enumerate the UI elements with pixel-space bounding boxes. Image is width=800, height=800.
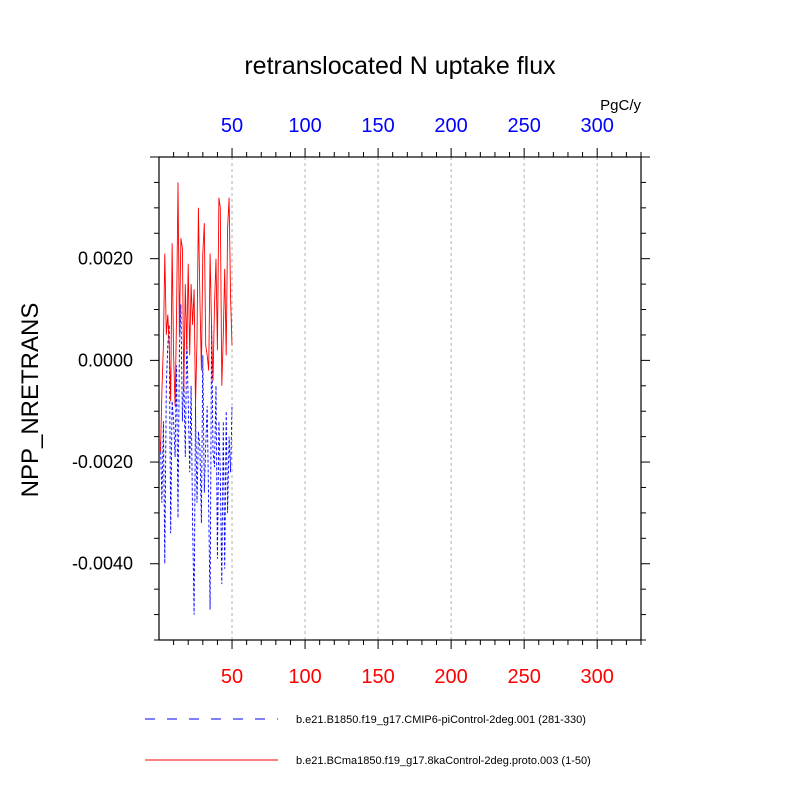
x-tick-label-top: 50 — [221, 115, 243, 137]
x-tick-label-top: 100 — [288, 115, 321, 137]
legend-label-series-2: b.e21.BCma1850.f19_g17.8kaControl-2deg.p… — [296, 755, 591, 767]
x-tick-label-bottom: 150 — [361, 666, 394, 688]
plot-frame — [158, 156, 642, 641]
x-tick-label-bottom: 300 — [580, 666, 613, 688]
x-tick-label-bottom: 200 — [434, 666, 467, 688]
x-tick-label-bottom: 250 — [507, 666, 540, 688]
units-label: PgC/y — [600, 97, 641, 114]
series-line-1 — [160, 304, 233, 615]
x-tick-label-top: 200 — [434, 115, 467, 137]
axes — [150, 148, 650, 649]
chart-title: retranslocated N uptake flux — [244, 52, 556, 80]
y-tick-label: 0.0000 — [78, 350, 133, 370]
legend: b.e21.B1850.f19_g17.CMIP6-piControl-2deg… — [145, 714, 591, 767]
y-tick-label: 0.0020 — [78, 249, 133, 269]
y-tick-label: -0.0020 — [72, 452, 133, 472]
y-axis-label: NPP_NRETRANS — [17, 303, 44, 498]
x-tick-label-top: 300 — [580, 115, 613, 137]
legend-label-series-1: b.e21.B1850.f19_g17.CMIP6-piControl-2deg… — [296, 714, 586, 726]
series-layer — [160, 182, 233, 615]
x-tick-label-bottom: 100 — [288, 666, 321, 688]
series-line-2 — [160, 182, 233, 452]
x-tick-label-top: 250 — [507, 115, 540, 137]
x-tick-label-top: 150 — [361, 115, 394, 137]
grid-lines — [231, 157, 598, 640]
y-tick-label: -0.0040 — [72, 554, 133, 574]
tick-labels: 50 100 150 200 250 300 50 100 150 200 250 300 0.0020… — [72, 115, 614, 688]
x-tick-label-bottom: 50 — [221, 666, 243, 688]
